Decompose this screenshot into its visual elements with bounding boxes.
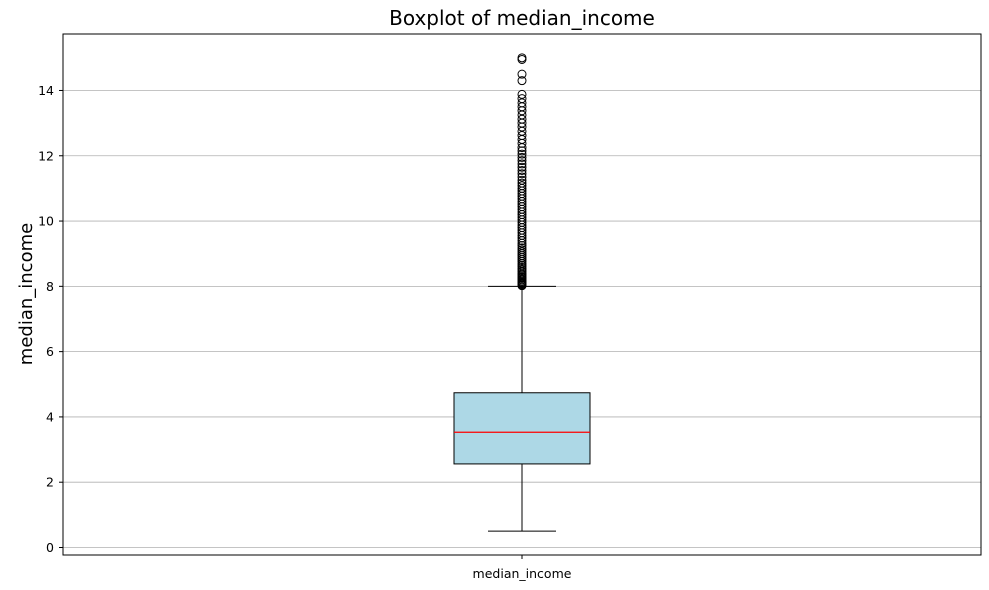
outlier-point [517,69,527,79]
outlier-point [517,76,527,86]
outlier-point [517,149,527,159]
y-tick-label: 4 [46,409,54,424]
outlier-point [517,175,527,185]
y-tick-label: 0 [46,540,54,555]
plot-area: 0 2 4 6 8 10 12 14 median_income [38,33,982,581]
y-tick-label: 6 [46,344,54,359]
outlier-point [517,94,527,104]
iqr-box [453,392,591,465]
x-tick-label: median_income [473,566,572,581]
outlier-point [517,156,527,166]
y-tick-label: 10 [38,214,54,229]
y-tick-label: 8 [46,279,54,294]
outlier-point [517,169,527,179]
outlier-point [517,178,527,188]
outlier-point [517,53,527,63]
outlier-point [517,159,527,169]
outlier-point [517,165,527,175]
outlier-point [517,181,527,191]
y-tick-label: 12 [38,148,54,163]
chart-title: Boxplot of median_income [389,6,655,30]
outlier-point [517,162,527,172]
y-tick-label: 2 [46,475,54,490]
outlier-point [517,243,527,253]
outlier-point [517,152,527,162]
y-tick-label: 14 [38,83,54,98]
outlier-point [517,172,527,182]
outlier-point [517,89,527,99]
y-axis-label: median_income [16,223,37,365]
